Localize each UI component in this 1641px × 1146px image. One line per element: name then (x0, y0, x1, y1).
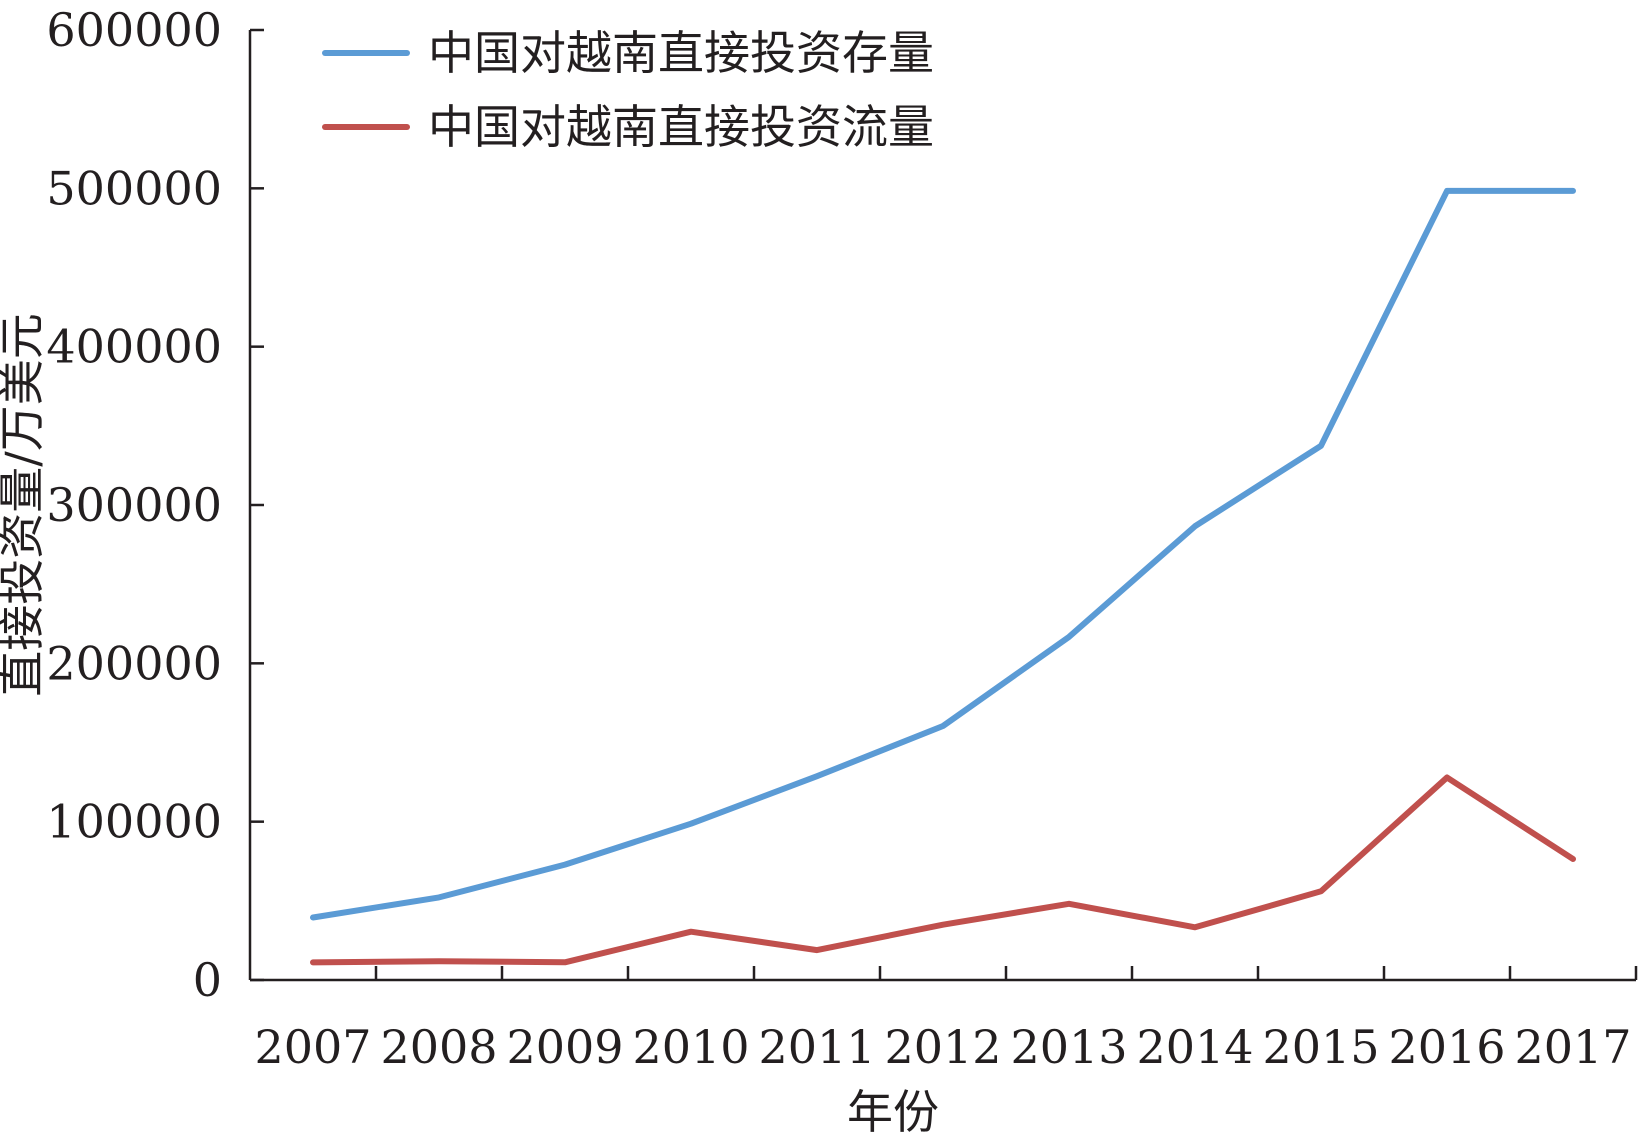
y-axis-ticks: 0 100000 200000 300000 400000 500000 600000 (46, 3, 264, 1007)
y-tick-label: 200000 (46, 636, 222, 690)
x-axis-title: 年份 (847, 1085, 939, 1139)
series-lines (310, 187, 1576, 966)
y-tick-label: 0 (193, 953, 222, 1007)
x-tick-label: 2015 (1262, 1020, 1379, 1074)
y-tick-label: 500000 (46, 161, 222, 215)
x-tick-label: 2017 (1514, 1020, 1631, 1074)
y-axis-title: 直接投资量/万美元 (0, 313, 49, 697)
x-tick-label: 2010 (632, 1020, 749, 1074)
x-tick-label: 2014 (1136, 1020, 1253, 1074)
x-tick-label: 2007 (254, 1020, 371, 1074)
x-tick-label: 2011 (758, 1020, 875, 1074)
x-tick-label: 2008 (380, 1020, 497, 1074)
series-line-1 (310, 774, 1576, 966)
y-tick-label: 600000 (46, 3, 222, 57)
y-tick-label: 300000 (46, 478, 222, 532)
x-tick-label: 2016 (1388, 1020, 1505, 1074)
x-axis-ticks: 2007 2008 2009 2010 2011 2012 2013 2014 2015 2016… (254, 966, 1638, 1074)
x-tick-label: 2012 (884, 1020, 1001, 1074)
x-tick-label: 2009 (506, 1020, 623, 1074)
legend-label-1: 中国对越南直接投资流量 (428, 100, 934, 154)
series-line-0 (310, 187, 1576, 921)
axes (248, 30, 1636, 982)
y-tick-label: 400000 (46, 320, 222, 374)
legend-label-0: 中国对越南直接投资存量 (428, 26, 934, 80)
x-tick-label: 2013 (1010, 1020, 1127, 1074)
y-tick-label: 100000 (46, 795, 222, 849)
